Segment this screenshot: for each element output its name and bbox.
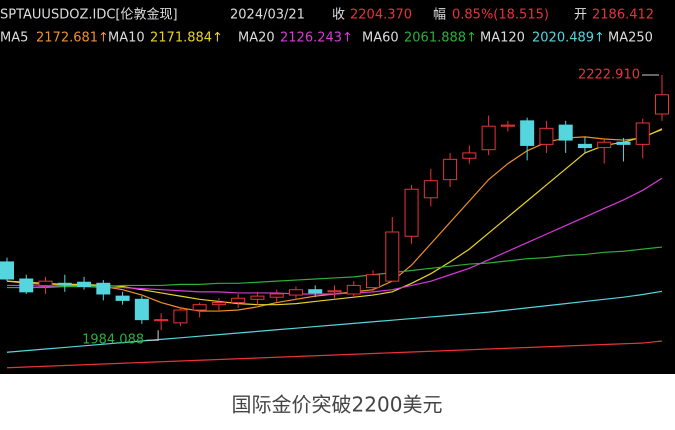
- ma-line: [6, 290, 663, 353]
- candle-body: [0, 261, 14, 280]
- candle-body: [173, 309, 188, 324]
- candle-body: [38, 280, 53, 286]
- candle-body: [635, 122, 650, 145]
- legend-name: MA10: [108, 31, 145, 46]
- ma-line: [6, 340, 663, 369]
- legend-value: 2171.884↑: [150, 31, 223, 46]
- close-value: 2204.370: [350, 8, 412, 23]
- caption: 国际金价突破2200美元: [232, 393, 443, 417]
- legend-name: MA250: [608, 31, 653, 46]
- candle-body: [500, 124, 515, 127]
- candle-body: [134, 298, 149, 321]
- candle-body: [192, 304, 207, 311]
- candle-body: [19, 278, 34, 293]
- candle-body: [346, 284, 361, 295]
- candle-body: [655, 94, 669, 115]
- candle-body: [481, 125, 496, 151]
- legend-name: MA60: [362, 31, 399, 46]
- candle-body: [404, 188, 419, 237]
- candle-body: [308, 289, 323, 294]
- change-value: 0.85%(18.515): [452, 8, 549, 23]
- legend-name: MA20: [238, 31, 275, 46]
- open-value: 2186.412: [592, 8, 654, 23]
- candle-body: [577, 143, 592, 149]
- chart-background: [0, 0, 675, 374]
- candle-body: [211, 302, 226, 306]
- candle-body: [327, 290, 342, 293]
- header: SPTAUUSDOZ.IDC[伦敦金现] 2024/03/21 收 2204.3…: [0, 7, 654, 23]
- symbol: SPTAUUSDOZ.IDC[伦敦金现]: [0, 7, 178, 23]
- legend-value: 2126.243↑: [280, 31, 353, 46]
- candle-body: [269, 293, 284, 298]
- candle-body: [250, 295, 265, 300]
- candle-body: [288, 289, 303, 296]
- candle-body: [77, 281, 92, 288]
- legend-name: MA5: [0, 31, 28, 46]
- change-label: 幅: [433, 8, 446, 23]
- high-annotation: 2222.910: [578, 67, 640, 82]
- low-annotation: 1984.088: [82, 333, 144, 348]
- candle-body: [462, 152, 477, 159]
- low-arrow: [146, 330, 159, 341]
- legend-name: MA120: [480, 31, 525, 46]
- legend-value: 2172.681↑: [36, 31, 109, 46]
- candle-body: [115, 295, 130, 301]
- candle-body: [539, 127, 554, 145]
- candle-body: [558, 124, 573, 141]
- candle-body: [443, 158, 458, 181]
- candle-body: [423, 180, 438, 199]
- candle-body: [520, 120, 535, 146]
- candle-body: [231, 297, 246, 304]
- legend-value: 2061.888↑: [404, 31, 477, 46]
- candle-body: [616, 141, 631, 145]
- candle-body: [385, 231, 400, 282]
- open-label: 开: [574, 8, 587, 23]
- candle-body: [96, 282, 111, 295]
- legend-value: 2020.489↑: [532, 31, 605, 46]
- ma-line: [7, 246, 663, 289]
- candle-body: [366, 274, 381, 289]
- candle-body: [154, 319, 169, 322]
- close-label: 收: [332, 8, 345, 23]
- date: 2024/03/21: [230, 8, 305, 23]
- candle-body: [597, 141, 612, 149]
- candle-body: [57, 282, 72, 285]
